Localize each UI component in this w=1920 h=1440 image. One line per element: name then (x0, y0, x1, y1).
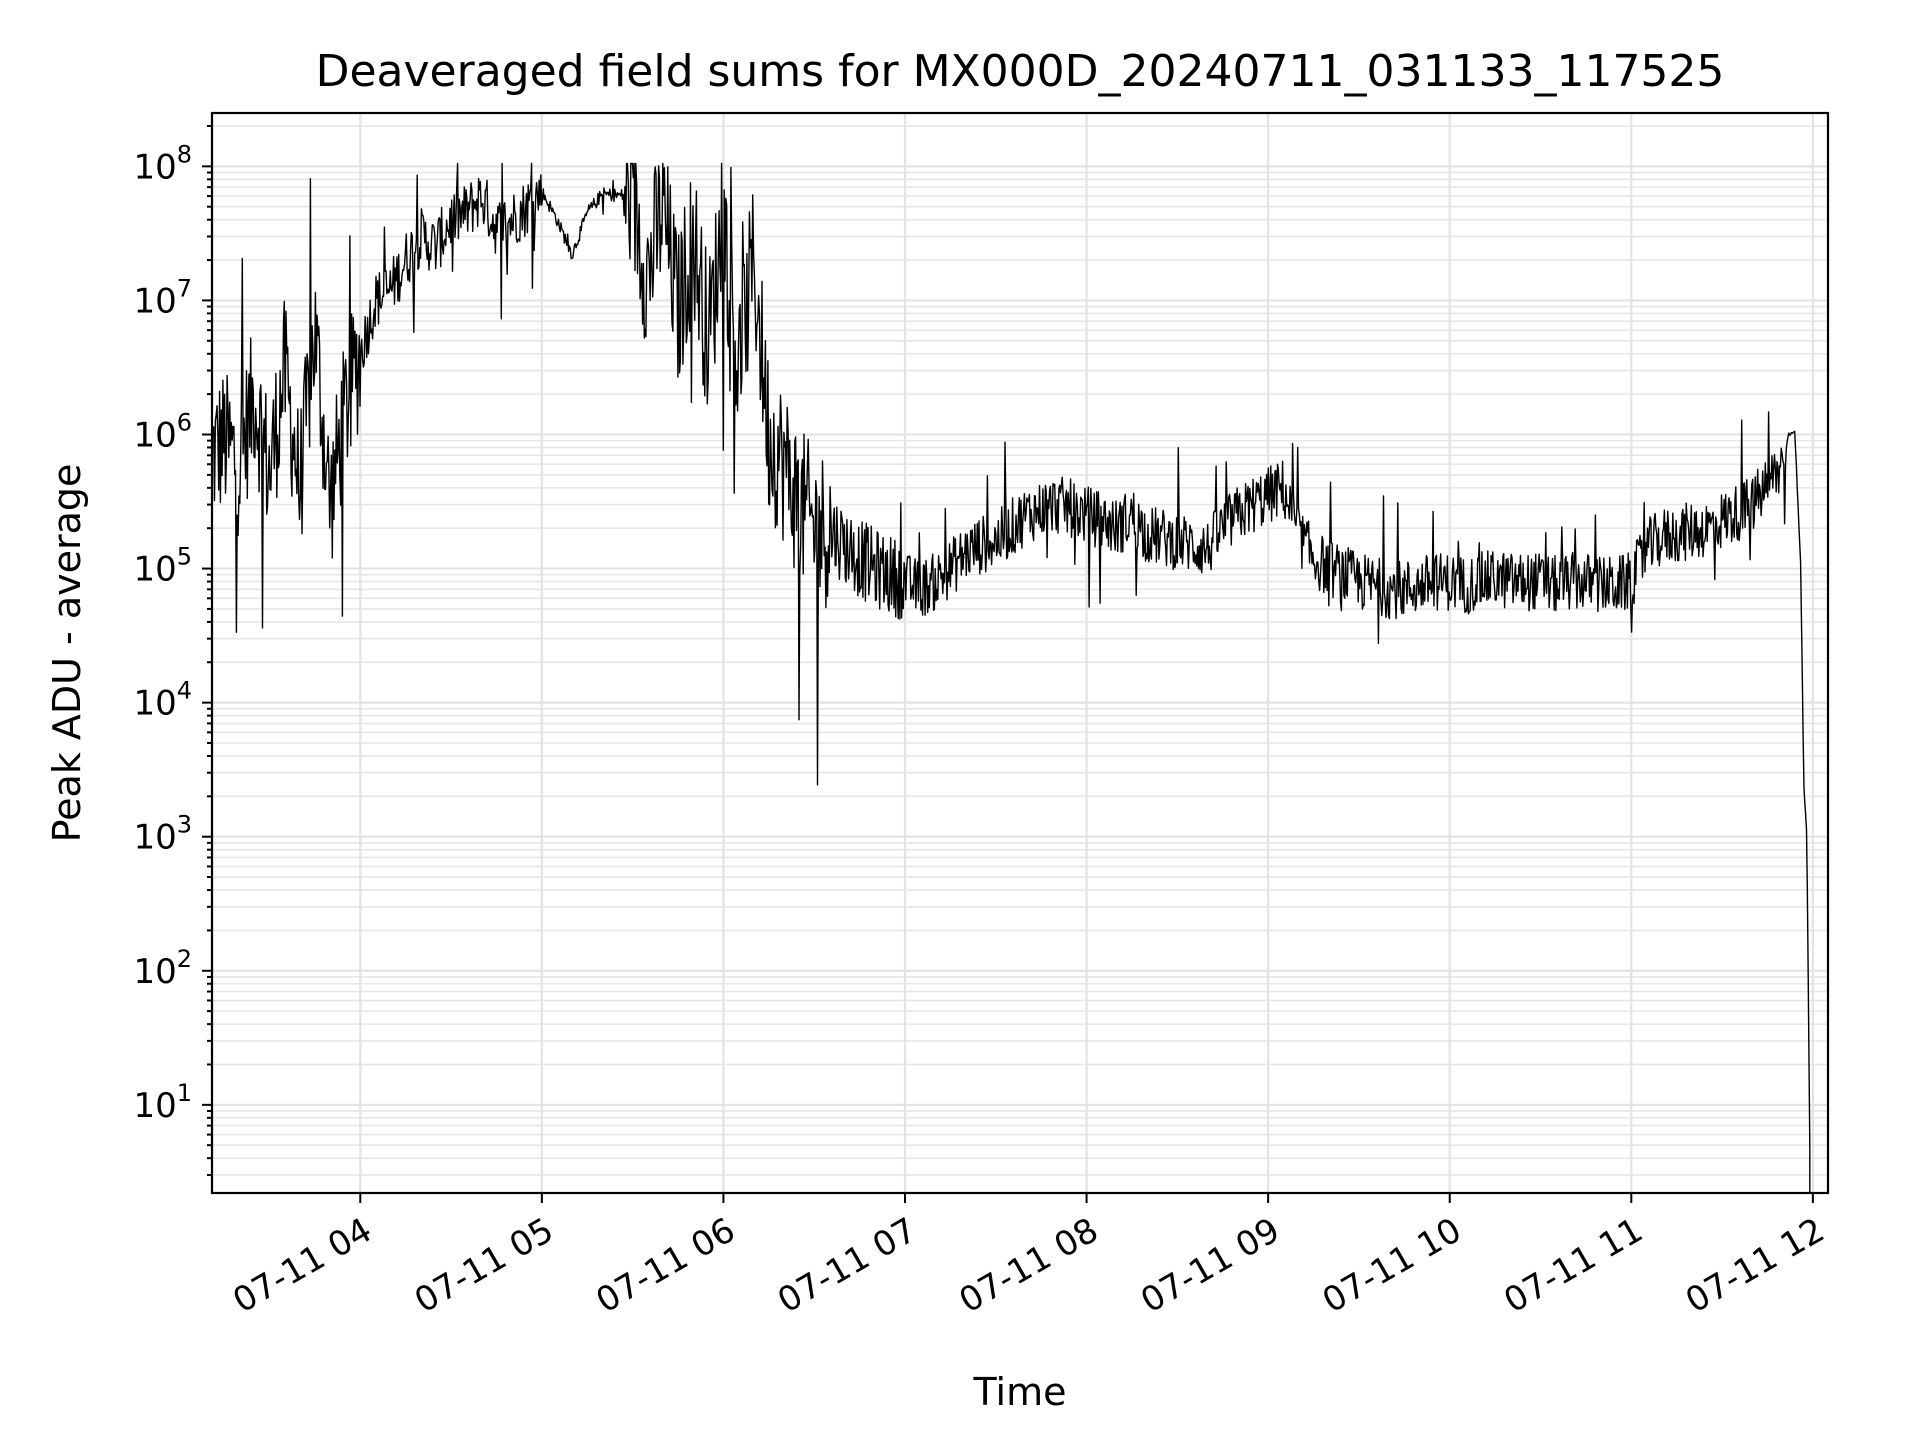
x-tick-label: 07-11 05 (408, 1210, 560, 1321)
y-tick-label: 106 (133, 408, 192, 455)
y-tick-label: 101 (133, 1079, 192, 1126)
x-tick-label: 07-11 06 (590, 1210, 742, 1321)
y-tick-label: 103 (133, 811, 192, 858)
x-tick-label: 07-11 10 (1316, 1210, 1468, 1321)
plot-frame (210, 111, 1830, 1195)
x-tick-label: 07-11 07 (771, 1210, 923, 1321)
y-tick-label: 104 (133, 677, 192, 724)
grid-minor (212, 125, 1828, 1176)
x-tick-label: 07-11 11 (1497, 1210, 1649, 1321)
y-tick-label: 107 (133, 274, 192, 321)
y-tick-label: 105 (133, 543, 192, 590)
y-tick-label: 108 (133, 140, 192, 187)
x-ticks: 07-11 04 07-11 05 07-11 06 07-11 07 07-11 08… (226, 1193, 1831, 1321)
x-tick-label: 07-11 12 (1679, 1210, 1831, 1321)
y-ticks: 101 102 103 104 105 106 107 108 (133, 124, 212, 1176)
chart-title: Deaveraged field sums for MX000D_2024071… (316, 46, 1725, 97)
y-tick-label: 102 (133, 945, 192, 992)
x-tick-label: 07-11 09 (1134, 1210, 1286, 1321)
grid-major (212, 113, 1828, 1193)
series-line (211, 162, 1811, 1193)
x-tick-label: 07-11 08 (953, 1210, 1105, 1321)
x-axis-label: Time (973, 1370, 1067, 1414)
y-axis-label: Peak ADU - average (45, 464, 89, 843)
x-tick-label: 07-11 04 (226, 1210, 378, 1321)
